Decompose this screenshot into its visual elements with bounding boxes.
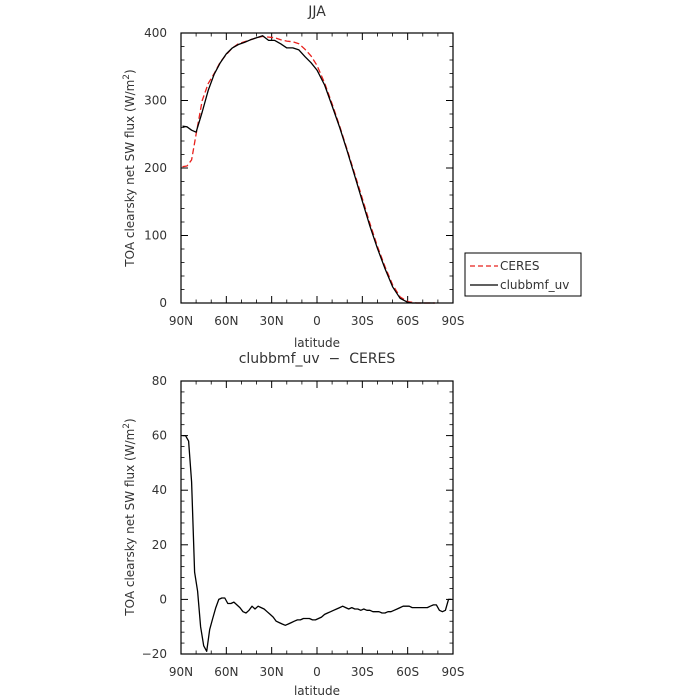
x-axis-label-bottom: latitude (294, 684, 340, 698)
x-tick-label-4: 30S (351, 314, 374, 328)
y-tick-label-2: 20 (152, 538, 167, 552)
chart-title-top: JJA (307, 4, 326, 20)
series-line-ceres (182, 35, 435, 304)
y-tick-label-3: 300 (144, 94, 167, 108)
y-axis-label-bottom: TOA clearsky net SW flux (W/m2) (122, 418, 137, 616)
plot-frame-top (180, 32, 454, 304)
legend-box (464, 252, 582, 297)
x-tick-label-6: 90S (442, 314, 465, 328)
y-tick-label-1: 0 (159, 592, 167, 606)
y-tick-label-4: 60 (152, 429, 167, 443)
x-tick-label-3: 0 (313, 665, 321, 679)
y-tick-label-0: −20 (142, 647, 167, 661)
x-tick-label-1: 60N (214, 665, 238, 679)
x-tick-label-3: 0 (313, 314, 321, 328)
x-axis-label-top: latitude (294, 336, 340, 350)
bottom-panel: clubbmf_uv − CERES 90N 60N 30N 0 30S 60S 90S −2… (122, 351, 464, 698)
x-tick-label-0: 90N (169, 665, 193, 679)
chart-title-bottom: clubbmf_uv − CERES (239, 351, 396, 367)
plot-frame-bottom (180, 380, 454, 655)
series-line-clubbmf-uv (182, 35, 435, 304)
y-tick-label-5: 80 (152, 374, 167, 388)
x-tick-label-4: 30S (351, 665, 374, 679)
x-tick-label-2: 30N (260, 314, 284, 328)
top-panel: JJA 90N 60N 30N 0 30S 60S 90S 0 100 200 300 400 lat… (122, 4, 582, 350)
y-tick-label-3: 40 (152, 483, 167, 497)
y-tick-label-1: 100 (144, 229, 167, 243)
x-tick-label-1: 60N (214, 314, 238, 328)
y-axis-label-top: TOA clearsky net SW flux (W/m2) (122, 69, 137, 267)
series-line-difference (182, 434, 452, 652)
legend-label-ceres: CERES (500, 259, 540, 273)
x-tick-label-5: 60S (396, 665, 419, 679)
x-tick-label-2: 30N (260, 665, 284, 679)
x-tick-label-0: 90N (169, 314, 193, 328)
y-tick-label-4: 400 (144, 26, 167, 40)
legend-label-clubbmf-uv: clubbmf_uv (500, 278, 569, 292)
x-tick-label-6: 90S (442, 665, 465, 679)
x-tick-label-5: 60S (396, 314, 419, 328)
legend: CERES clubbmf_uv (464, 252, 582, 297)
y-tick-label-0: 0 (159, 296, 167, 310)
y-tick-label-2: 200 (144, 161, 167, 175)
